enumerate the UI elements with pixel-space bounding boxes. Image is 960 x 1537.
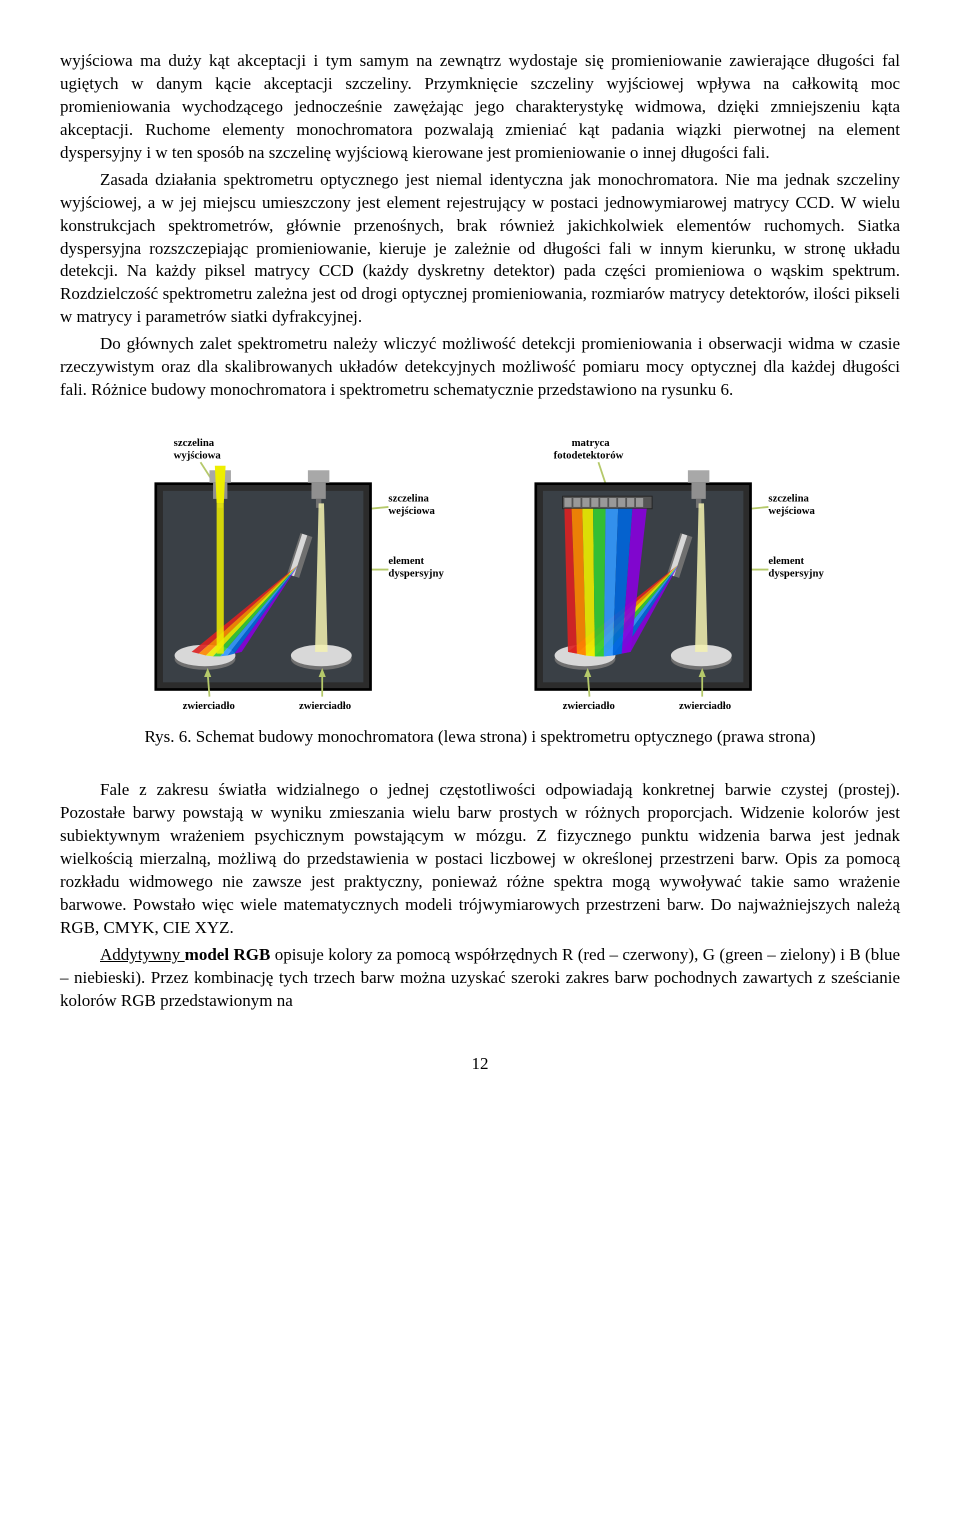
monochromator-diagram: szczelina wyjściowa szczelina wejściowa … xyxy=(120,430,460,716)
svg-text:zwierciadło: zwierciadło xyxy=(299,700,351,712)
figure-6-caption: Rys. 6. Schemat budowy monochromatora (l… xyxy=(60,726,900,749)
spectrometer-diagram: matryca fotodetektorów szczelina wejścio… xyxy=(500,430,840,716)
svg-text:dyspersyjny: dyspersyjny xyxy=(768,568,824,580)
page-number: 12 xyxy=(60,1053,900,1076)
svg-text:element: element xyxy=(388,555,424,567)
svg-text:szczelina: szczelina xyxy=(174,437,215,449)
svg-text:zwierciadło: zwierciadło xyxy=(679,700,731,712)
svg-text:dyspersyjny: dyspersyjny xyxy=(388,568,444,580)
svg-text:fotodetektorów: fotodetektorów xyxy=(554,450,624,462)
svg-text:wejściowa: wejściowa xyxy=(388,505,435,517)
paragraph-1: wyjściowa ma duży kąt akceptacji i tym s… xyxy=(60,50,900,165)
svg-text:wejściowa: wejściowa xyxy=(768,505,815,517)
figure-6: szczelina wyjściowa szczelina wejściowa … xyxy=(60,430,900,716)
paragraph-5: Addytywny model RGB opisuje kolory za po… xyxy=(60,944,900,1013)
svg-text:zwierciadło: zwierciadło xyxy=(183,700,235,712)
text-addytywny: Addytywny xyxy=(100,945,185,964)
paragraph-3: Do głównych zalet spektrometru należy wl… xyxy=(60,333,900,402)
svg-text:szczelina: szczelina xyxy=(388,493,429,505)
svg-text:element: element xyxy=(768,555,804,567)
svg-text:szczelina: szczelina xyxy=(768,493,809,505)
paragraph-4: Fale z zakresu światła widzialnego o jed… xyxy=(60,779,900,940)
svg-text:wyjściowa: wyjściowa xyxy=(174,450,222,462)
svg-text:matryca: matryca xyxy=(572,437,611,449)
svg-text:zwierciadło: zwierciadło xyxy=(563,700,615,712)
paragraph-2: Zasada działania spektrometru optycznego… xyxy=(60,169,900,330)
text-model-rgb: model RGB xyxy=(185,945,271,964)
